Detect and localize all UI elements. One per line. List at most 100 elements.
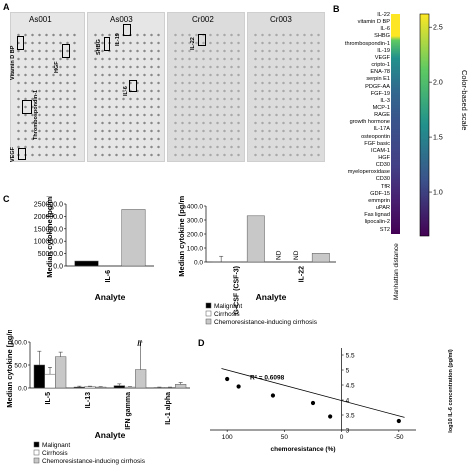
blot-annotation-il22: IL-22: [190, 37, 196, 50]
y-tick-label: 50.0: [14, 363, 27, 370]
heatmap-row-label: FGF basic: [364, 140, 390, 147]
heatmap-row-label: lipocalin-2: [364, 219, 390, 226]
category-label: IL-1 alpha: [165, 392, 172, 425]
blot-box-vegf: [18, 148, 26, 160]
colorbar-label: Color-based scale: [460, 70, 468, 130]
heatmap-row-label: serpin E1: [366, 76, 390, 83]
heatmap-row-label: FGF-19: [370, 90, 390, 97]
y-tick-label: 4: [346, 398, 350, 405]
bar: [84, 386, 96, 389]
blot-box-vitamin-d-bp: [17, 36, 24, 50]
blot-strip-3: Cr002: [167, 12, 245, 162]
y-tick-label: 4.5: [346, 383, 355, 390]
heatmap-row-label: RAGE: [374, 112, 390, 119]
x-axis-label: Analyte: [95, 430, 126, 440]
bar: [124, 386, 136, 389]
category-label: IL-22: [299, 266, 306, 282]
legend-swatch: [33, 441, 40, 448]
heatmap-row-label: MCP-1: [372, 104, 390, 111]
blot-annotation-vegf: VEGF: [10, 147, 16, 162]
bar: [121, 209, 146, 267]
scatter-chart-chemoresistance: D 100 50 0 -50 5.5 5 4.5 4 3.5 3 R² = 0.6098 chemore…: [198, 338, 454, 453]
bar-chart-gcsf-il22: 0.0 100.0 200.0 300.0 400.0 G-CSF (CSF-3) IL-2…: [177, 196, 336, 326]
blot-label-cr003: Cr003: [270, 15, 292, 24]
legend-label: Malignant: [42, 442, 70, 449]
axis-break-mark: //: [137, 339, 142, 348]
legend-label: Cirrhosis: [214, 311, 240, 318]
blot-strip-4: Cr003: [247, 12, 325, 162]
x-axis-label: Analyte: [95, 292, 126, 302]
legend-swatch: [33, 449, 40, 456]
heatmap-row-label: emmprin: [368, 197, 390, 204]
blot-strip-2: As003: [87, 12, 165, 162]
heatmap-row-label: GDF-15: [370, 190, 390, 197]
blot-box-hgf: [62, 44, 70, 58]
legend-label: Cirrhosis: [42, 450, 68, 457]
scatter-point: [270, 393, 276, 398]
blot-box-il19: [123, 24, 131, 36]
heatmap-row-label: CD30: [375, 162, 390, 169]
legend-label: Chemoresistance-inducing cirrhosis: [42, 458, 146, 465]
blot-annotation-thrombospondin: Thrombospondin-1: [33, 89, 39, 140]
bar: [74, 260, 99, 267]
heatmap-row-label: SHBG: [374, 33, 390, 40]
heatmap-row-label: ST2: [379, 226, 390, 233]
heatmap-row-label: TfR: [380, 183, 390, 190]
colorbar-tick-label: 2.5: [433, 25, 443, 32]
scatter-point: [310, 400, 316, 406]
x-tick-label: 0: [340, 434, 344, 441]
heatmap-row-label: thrombospondin-1: [344, 40, 390, 47]
heatmap-row-label: IL-6: [380, 26, 390, 33]
blot-box-shbg: [104, 37, 110, 51]
blot-label-as001: As001: [29, 15, 52, 24]
blot-label-as003: As003: [110, 15, 133, 24]
heatmap-row-label: cripto-1: [371, 62, 390, 69]
y-tick-label: 3.5: [346, 413, 355, 420]
blot-annotation-hgf: HGF: [54, 61, 60, 73]
y-tick-label: 0.0: [18, 386, 27, 393]
y-axis-label: Median cytokine [pg/ml]: [177, 196, 186, 277]
x-axis-label: chemoresistance (%): [270, 446, 335, 453]
trend-line: [221, 368, 405, 418]
y-tick-label: 200000.0: [34, 214, 63, 221]
heatmap-row-labels: IL-22 vitamin D BP IL-6 SHBG thrombospondin-…: [330, 12, 390, 237]
y-axis-label: Median cytokine [pg/ml]: [45, 196, 54, 278]
heatmap-row-label: CD30: [375, 176, 390, 183]
category-label: IFN gamma: [125, 392, 132, 430]
scatter-point: [225, 376, 230, 382]
x-tick-label: 100: [222, 434, 233, 441]
blot-annotation-shbg: SHBG: [96, 39, 102, 55]
scatter-point: [328, 414, 333, 419]
y-tick-label: 400.0: [187, 204, 204, 211]
blot-annotation-il19: IL-19: [115, 33, 121, 46]
heatmap-row-label: IL-22: [377, 12, 390, 18]
nd-label: ND: [293, 250, 300, 260]
y-tick-label: 100.0: [11, 340, 28, 347]
heatmap-row-label: VEGF: [374, 54, 390, 61]
panel-letter-d: D: [198, 338, 205, 348]
heatmap-xlabel: Manhattan distance: [393, 243, 400, 300]
legend-swatch: [33, 457, 40, 464]
legend-label: Malignant: [214, 303, 242, 310]
heatmap-row-label: vitamin D BP: [357, 19, 390, 26]
y-tick-label: 0.0: [53, 264, 63, 271]
y-tick-label: 3: [346, 428, 350, 435]
bar-chart-il6: 0.0 50000.0 100000.0 150000.0 200000.0 250000…: [34, 196, 154, 302]
bar: [95, 386, 107, 389]
panel-letter-b: B: [333, 4, 340, 14]
bar: [73, 386, 85, 389]
legend-label: Chemoresistance-inducing cirrhosis: [214, 319, 318, 326]
heatmap-row-label: IL-19: [377, 47, 390, 54]
legend-swatch: [205, 318, 212, 325]
heatmap-row-label: HGF: [378, 155, 390, 161]
blot-box-il22: [198, 34, 206, 46]
heatmap-row-label: ICAM-1: [371, 147, 390, 154]
category-label: IL-6: [105, 270, 112, 283]
heatmap-row-label: uPAR: [375, 205, 390, 212]
y-tick-label: 250000.0: [34, 202, 63, 209]
blot-label-cr002: Cr002: [192, 15, 214, 24]
bar: [113, 385, 125, 389]
colorbar-tick-label: 1.0: [433, 190, 443, 197]
panel-letter-c: C: [3, 194, 10, 204]
bar: [246, 215, 265, 263]
